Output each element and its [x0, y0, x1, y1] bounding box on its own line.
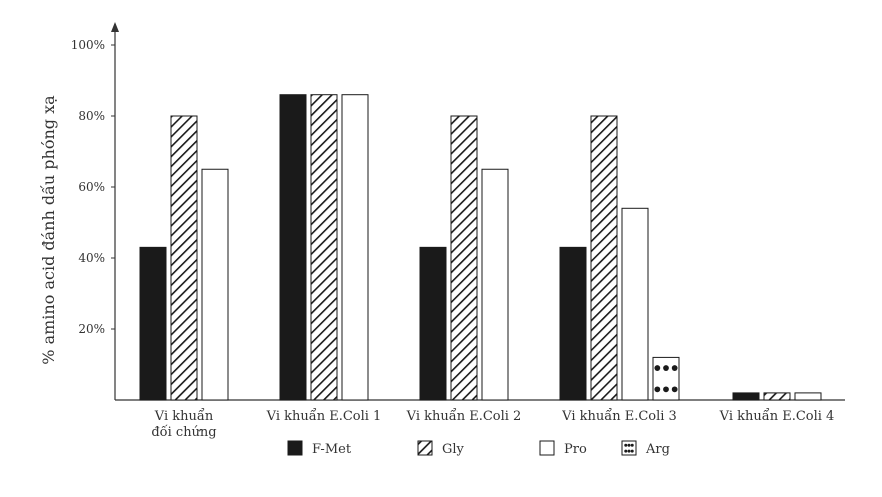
bar-gly — [310, 94, 338, 401]
bar-f-met — [559, 246, 587, 401]
bar-pro — [621, 207, 649, 401]
bar-gly — [590, 115, 618, 401]
x-tick-label: đối chứng — [151, 424, 216, 440]
legend-item: Gly — [417, 440, 465, 457]
legend-swatch — [539, 440, 555, 456]
labels: 20% 40% 60% 80% 100% % amino acid đánh dấu ph… — [39, 38, 834, 440]
bar-f-met — [279, 94, 307, 401]
legend-item: Arg — [621, 440, 670, 457]
bar-arg — [652, 356, 680, 401]
legend: F-Met Gly Pro Arg — [287, 440, 670, 457]
bars — [139, 94, 822, 401]
bar-f-met — [139, 246, 167, 401]
bar-pro — [794, 392, 822, 401]
y-tick-label: 40% — [78, 251, 105, 265]
bar-f-met — [419, 246, 447, 401]
y-tick-label: 80% — [78, 109, 105, 123]
bar-gly — [763, 392, 791, 401]
bar-pro — [481, 168, 509, 401]
y-tick-label: 20% — [78, 322, 105, 336]
y-axis-arrow-icon — [111, 22, 119, 32]
legend-item: F-Met — [287, 440, 352, 457]
legend-item: Pro — [539, 440, 587, 457]
bar-pro — [341, 94, 369, 401]
x-tick-label: Vi khuẩn E.Coli 3 — [561, 408, 677, 424]
x-tick-label: Vi khuẩn E.Coli 4 — [719, 408, 835, 424]
bar-gly — [170, 115, 198, 401]
y-axis-title: % amino acid đánh dấu phóng xạ — [39, 95, 58, 365]
legend-label: Pro — [564, 442, 587, 457]
legend-label: Gly — [442, 442, 465, 457]
x-tick-label: Vi khuẩn E.Coli 2 — [406, 408, 522, 424]
bar-f-met — [732, 392, 760, 401]
y-tick-label: 100% — [71, 38, 105, 52]
legend-label: Arg — [645, 442, 670, 457]
x-tick-label: Vi khuẩn — [154, 408, 214, 424]
x-tick-label: Vi khuẩn E.Coli 1 — [266, 408, 382, 424]
legend-swatch — [417, 440, 433, 456]
bar-pro — [201, 168, 229, 401]
legend-swatch — [621, 440, 637, 456]
axes — [111, 22, 845, 401]
y-tick-label: 60% — [78, 180, 105, 194]
legend-swatch — [287, 440, 303, 456]
bar-gly — [450, 115, 478, 401]
legend-label: F-Met — [312, 442, 352, 457]
